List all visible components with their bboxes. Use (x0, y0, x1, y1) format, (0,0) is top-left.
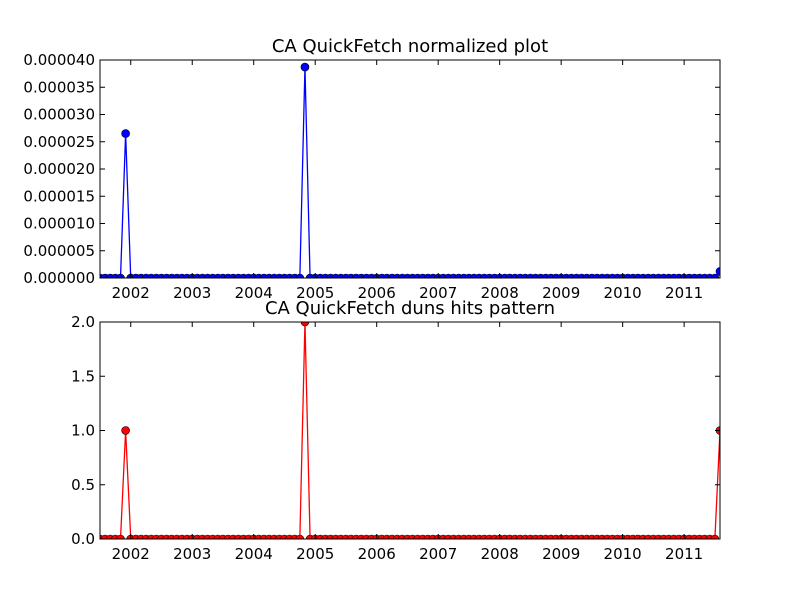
series-line (100, 67, 720, 278)
x-tick-label: 2011 (665, 545, 703, 563)
x-tick-label: 2003 (173, 545, 211, 563)
plot-area (100, 62, 720, 278)
y-tick-label: 0.000030 (23, 106, 95, 124)
data-point-2011-07 (710, 534, 720, 539)
y-tick-label: 0.000025 (23, 133, 95, 151)
y-tick-label: 0.000000 (23, 269, 95, 287)
x-tick-label: 2007 (419, 284, 457, 302)
x-tick-label: 2008 (481, 545, 519, 563)
y-tick-label: 0.000010 (23, 215, 95, 233)
x-tick-label: 2003 (173, 284, 211, 302)
y-tick-label: 0.000035 (23, 78, 95, 96)
axes-frame (99, 321, 721, 540)
y-tick-label: 1.5 (71, 367, 95, 385)
x-tick-label: 2009 (542, 545, 580, 563)
data-point-2001-12 (121, 129, 130, 138)
series-line (100, 322, 720, 539)
data-point-2001-12 (121, 426, 130, 435)
x-tick-label: 2008 (481, 284, 519, 302)
x-tick-label: 2002 (112, 284, 150, 302)
y-tick-label: 0.0 (71, 530, 95, 548)
x-tick-label: 2006 (358, 545, 396, 563)
x-tick-label: 2010 (604, 284, 642, 302)
x-tick-label: 2006 (358, 284, 396, 302)
x-tick-label: 2005 (296, 545, 334, 563)
data-point-2001-11 (116, 273, 125, 278)
y-tick-label: 0.000020 (23, 160, 95, 178)
x-tick-label: 2004 (235, 545, 273, 563)
y-tick-label: 0.000015 (23, 187, 95, 205)
axes-frame (99, 59, 721, 279)
data-point-2004-10 (295, 273, 305, 278)
y-tick-label: 2.0 (71, 313, 95, 331)
y-tick-label: 1.0 (71, 422, 95, 440)
data-point-2011-07 (710, 273, 720, 278)
data-point-2004-11 (300, 322, 310, 327)
plot-area (100, 322, 720, 539)
y-tick-label: 0.000040 (23, 51, 95, 69)
chart-panel-2: CA QuickFetch duns hits pattern 0.0 0.5 1.0… (71, 298, 721, 563)
chart-panel-1: CA QuickFetch normalized plot 0.000000 0.0… (23, 36, 721, 302)
data-point-2011-08 (715, 267, 720, 276)
data-point-2004-10 (295, 534, 305, 539)
x-tick-label: 2011 (665, 284, 703, 302)
y-tick-label: 0.5 (71, 476, 95, 494)
x-tick-label: 2004 (235, 284, 273, 302)
x-tick-label: 2009 (542, 284, 580, 302)
data-point-2001-11 (116, 534, 125, 539)
x-tick-label: 2010 (604, 545, 642, 563)
x-tick-label: 2005 (296, 284, 334, 302)
chart-title: CA QuickFetch duns hits pattern (265, 298, 555, 319)
data-point-2004-11 (300, 62, 310, 72)
x-tick-label: 2007 (419, 545, 457, 563)
chart-title: CA QuickFetch normalized plot (272, 36, 548, 57)
y-tick-label: 0.000005 (23, 242, 95, 260)
x-tick-label: 2002 (112, 545, 150, 563)
